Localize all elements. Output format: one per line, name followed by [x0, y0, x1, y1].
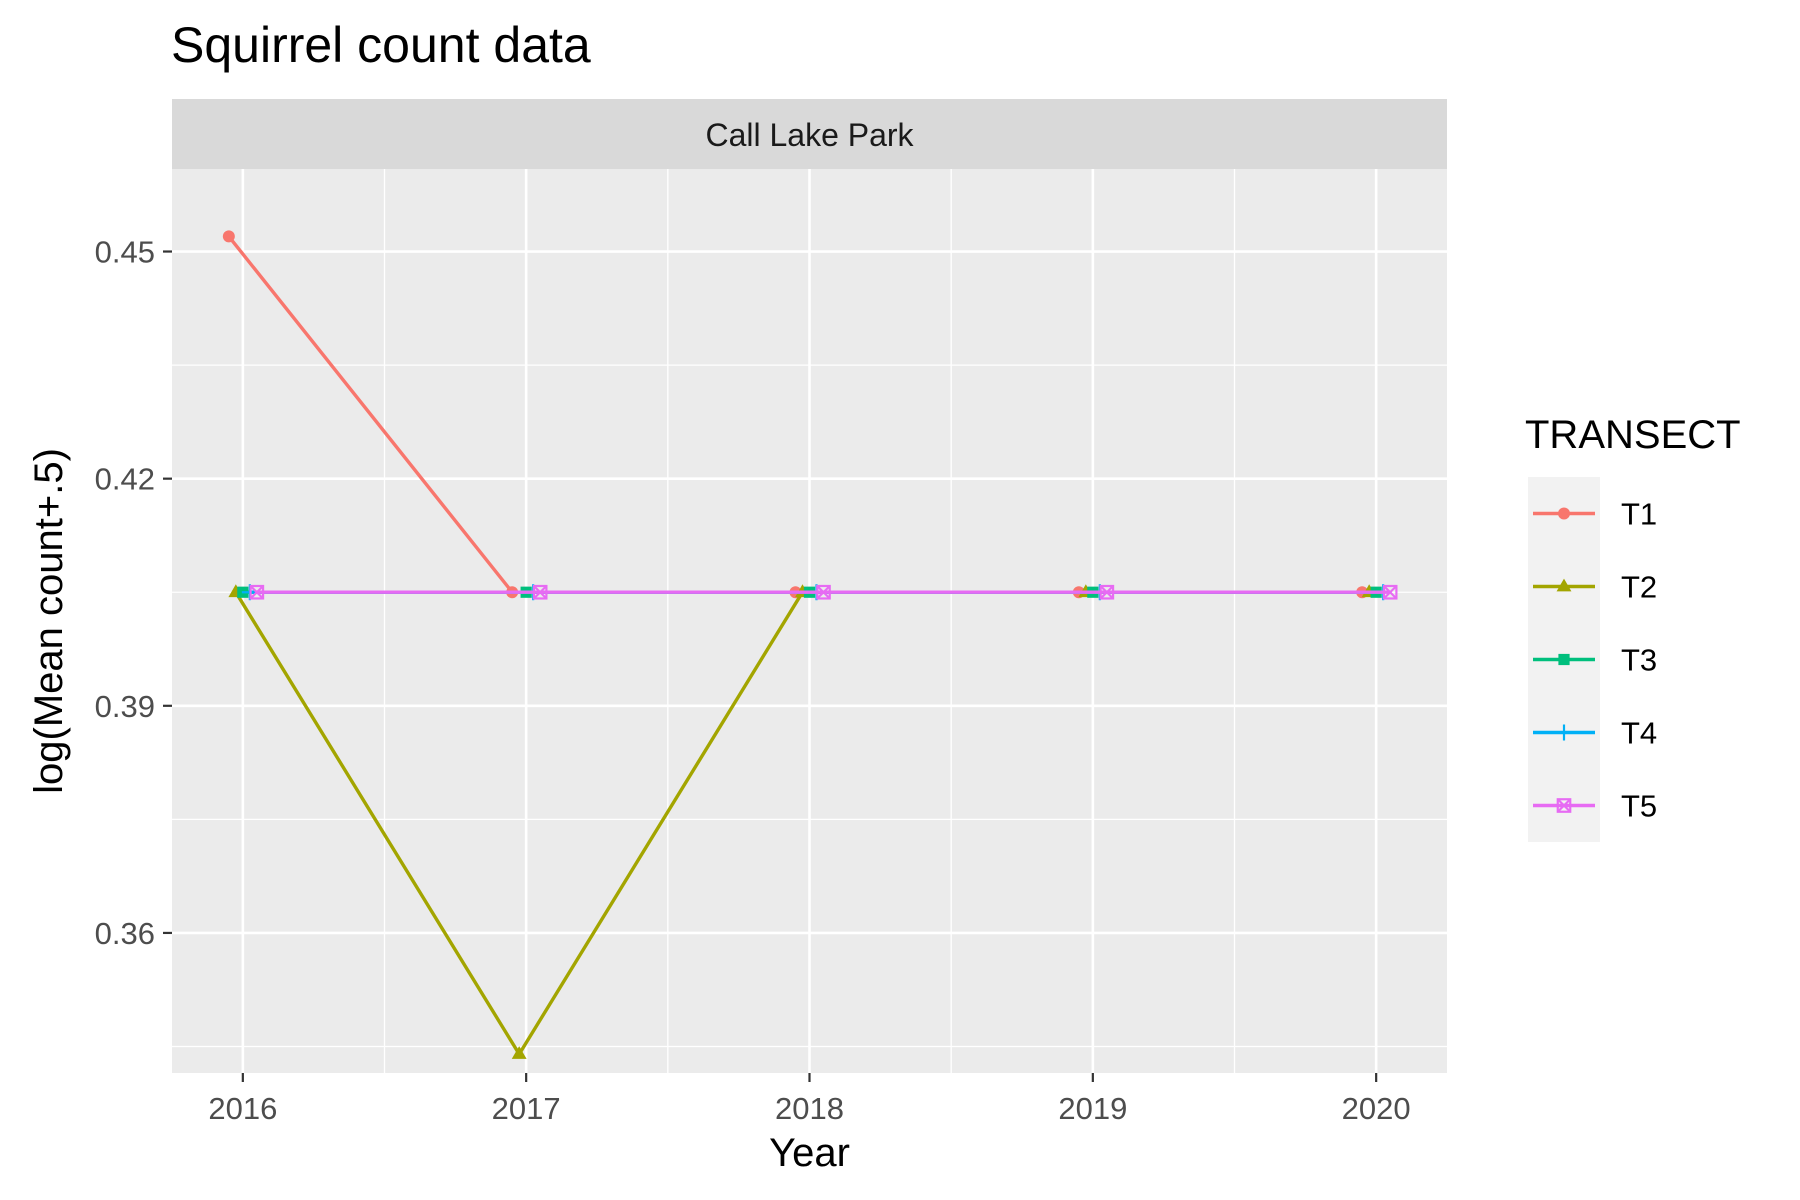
- legend-label: T5: [1621, 789, 1657, 824]
- y-tick-label: 0.45: [95, 235, 155, 270]
- series-layer: [222, 230, 1398, 1059]
- y-axis-title: log(Mean count+.5): [27, 448, 71, 794]
- legend-item-T5: T5: [1533, 789, 1657, 824]
- data-point-T5: [1382, 584, 1398, 600]
- x-tick-label: 2020: [1342, 1091, 1411, 1126]
- legend-item-T2: T2: [1533, 570, 1657, 605]
- legend-title: TRANSECT: [1525, 413, 1741, 457]
- legend-key-marker-T2: [1556, 578, 1572, 592]
- data-point-T5: [249, 584, 265, 600]
- legend-label: T1: [1621, 497, 1657, 532]
- x-tick-label: 2019: [1058, 1091, 1127, 1126]
- legend-key-marker-T1: [1558, 507, 1570, 520]
- legend: TRANSECT T1 T2 T3 T4 T5: [1525, 413, 1741, 842]
- data-point-T5: [1099, 584, 1115, 600]
- x-axis-title: Year: [769, 1131, 850, 1175]
- data-point-T1: [222, 230, 235, 243]
- chart-title: Squirrel count data: [171, 17, 591, 73]
- legend-label: T2: [1621, 570, 1657, 605]
- legend-key-marker-T4: [1556, 724, 1572, 741]
- x-tick-label: 2016: [208, 1091, 277, 1126]
- legend-item-T3: T3: [1533, 643, 1657, 678]
- data-point-T5: [532, 584, 548, 600]
- legend-label: T3: [1621, 643, 1657, 678]
- legend-item-T4: T4: [1533, 716, 1657, 751]
- x-tick-label: 2018: [775, 1091, 844, 1126]
- y-tick-label: 0.36: [95, 916, 155, 951]
- y-tick-label: 0.39: [95, 689, 155, 724]
- legend-item-T1: T1: [1533, 497, 1657, 532]
- facet-strip: Call Lake Park: [172, 99, 1447, 169]
- data-point-T5: [816, 584, 831, 600]
- axes: 2016 2017 2018 2019 2020 0.36 0.39 0.42 0.45: [95, 235, 1411, 1126]
- legend-key-marker-T5: [1556, 798, 1572, 813]
- legend-items: T1 T2 T3 T4 T5: [1533, 497, 1657, 824]
- data-point-T2: [511, 1046, 527, 1059]
- facet-strip-label: Call Lake Park: [705, 117, 914, 153]
- legend-key-marker-T3: [1558, 653, 1570, 666]
- facet-strip-background: [172, 99, 1447, 169]
- series-T5: [249, 584, 1398, 600]
- x-tick-label: 2017: [492, 1091, 561, 1126]
- y-tick-label: 0.42: [95, 462, 155, 497]
- legend-label: T4: [1621, 716, 1657, 751]
